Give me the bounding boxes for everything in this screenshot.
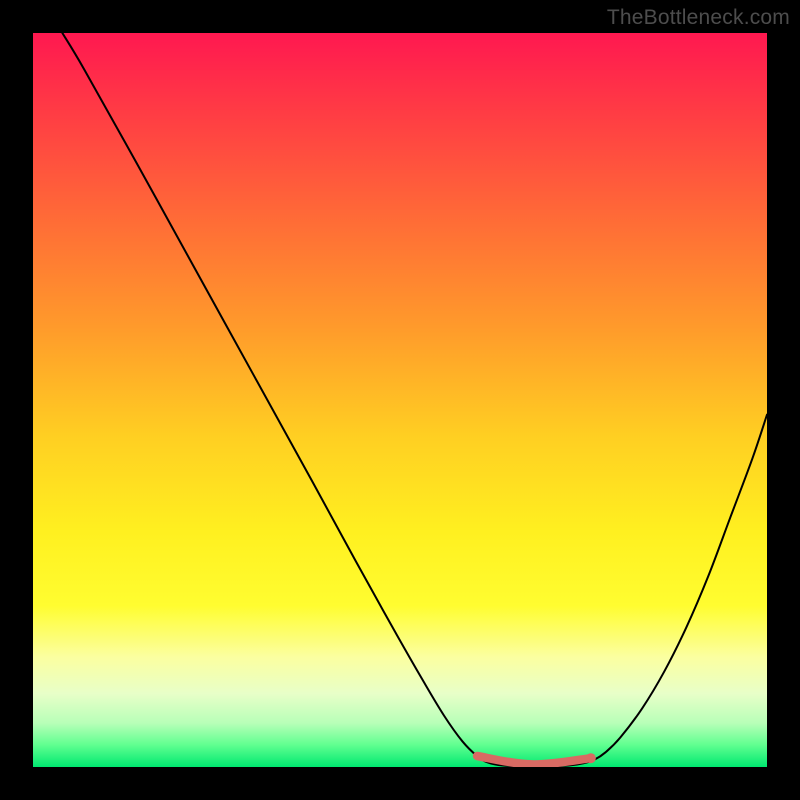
attribution-label: TheBottleneck.com	[607, 6, 790, 30]
gradient-background	[33, 33, 767, 767]
chart-frame: TheBottleneck.com	[0, 0, 800, 800]
optimal-range-end-dot	[586, 753, 596, 763]
chart-svg	[33, 33, 767, 767]
plot-area	[33, 33, 767, 767]
